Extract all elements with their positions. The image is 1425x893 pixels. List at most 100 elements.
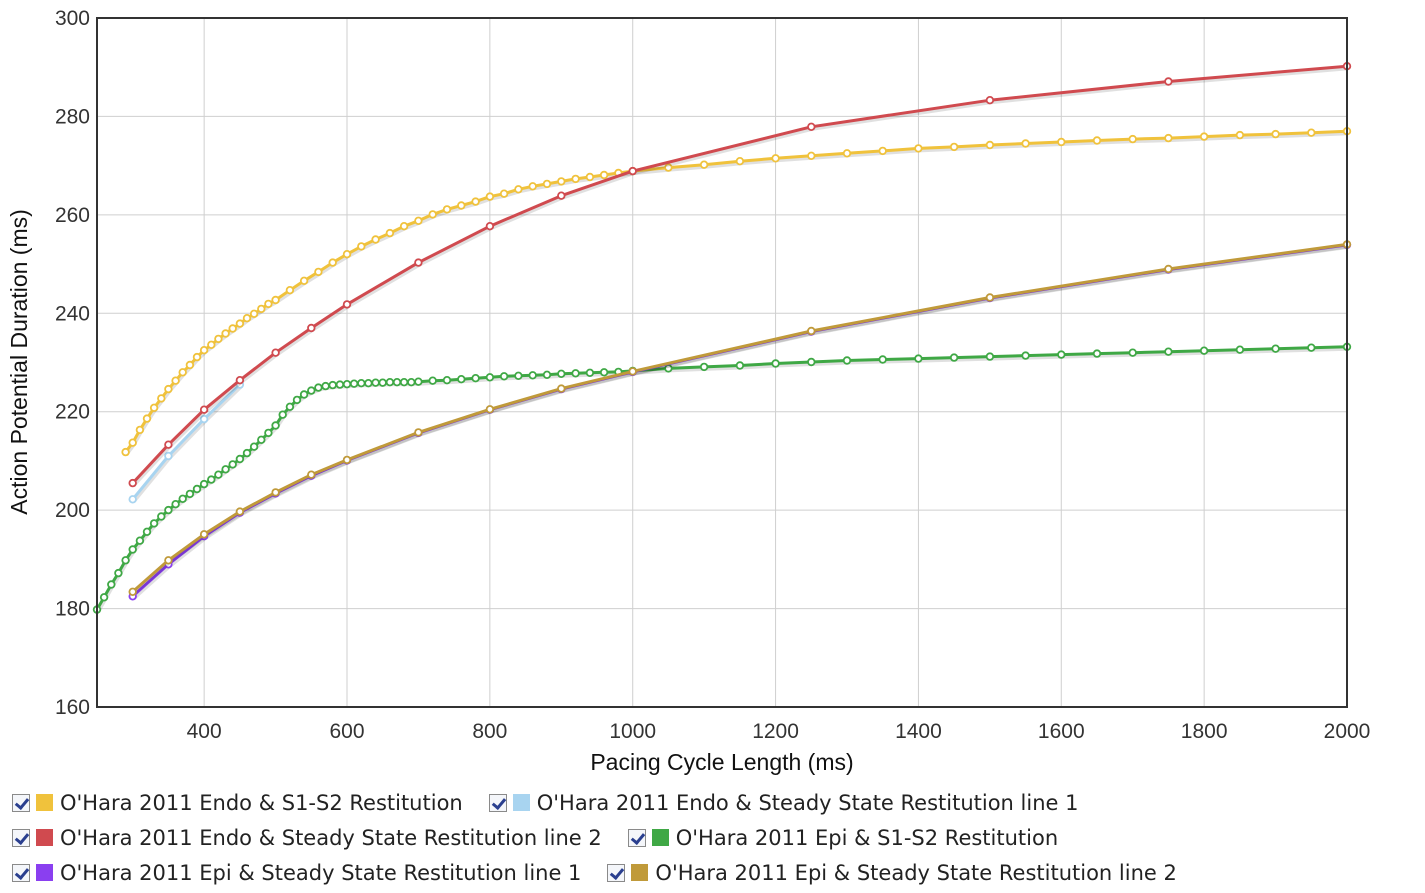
legend-item-epi-s1s2[interactable]: O'Hara 2011 Epi & S1-S2 Restitution: [627, 826, 1058, 850]
legend-swatch: [631, 864, 649, 881]
legend-label: O'Hara 2011 Epi & Steady State Restituti…: [60, 860, 582, 885]
series-2: [128, 380, 245, 504]
data-point: [1307, 128, 1316, 137]
data-point: [357, 242, 366, 251]
data-point: [807, 357, 816, 367]
data-point: [585, 172, 595, 182]
data-point: [221, 465, 230, 474]
data-point: [485, 405, 495, 414]
data-point: [299, 390, 309, 399]
data-point: [271, 421, 280, 430]
y-tick-label: 200: [55, 499, 90, 522]
data-point: [249, 309, 259, 318]
data-point: [428, 376, 437, 385]
data-point: [157, 512, 166, 521]
data-point: [171, 500, 180, 509]
data-point: [1164, 347, 1173, 356]
series-line: [131, 242, 1349, 594]
data-point: [699, 160, 709, 169]
data-point: [107, 580, 116, 589]
data-point: [257, 304, 266, 314]
data-point: [557, 191, 566, 200]
data-point: [342, 249, 352, 259]
checkbox[interactable]: [627, 828, 646, 847]
data-point: [542, 179, 552, 189]
data-point: [385, 378, 395, 387]
data-point: [542, 370, 552, 379]
series-shadow: [132, 244, 1349, 600]
checkbox[interactable]: [12, 863, 30, 882]
x-tick-label: 1400: [895, 720, 942, 743]
data-point: [499, 372, 509, 381]
data-point: [121, 447, 130, 457]
data-point: [199, 346, 209, 355]
data-point: [628, 367, 637, 376]
data-point: [307, 470, 316, 479]
y-tick-label: 280: [55, 105, 90, 128]
data-point: [192, 352, 202, 362]
data-point: [142, 414, 152, 423]
data-point: [599, 170, 609, 180]
plot-frame: [96, 17, 1348, 708]
data-point: [157, 394, 166, 403]
data-point: [135, 536, 145, 545]
data-point: [128, 545, 137, 554]
data-point: [414, 377, 423, 386]
data-point: [164, 556, 173, 565]
checkbox[interactable]: [607, 863, 626, 882]
legend-item-epi-ss-line1[interactable]: O'Hara 2011 Epi & Steady State Restituti…: [12, 861, 581, 885]
data-point: [392, 378, 402, 387]
data-point: [271, 295, 280, 305]
data-point: [442, 376, 452, 385]
x-tick-label: 400: [187, 720, 222, 743]
data-point: [771, 359, 780, 368]
data-point: [385, 228, 395, 238]
y-tick-label: 220: [55, 401, 90, 424]
data-point: [164, 451, 173, 461]
data-point: [914, 144, 923, 153]
data-point: [414, 258, 423, 267]
x-tick-label: 2000: [1324, 720, 1371, 743]
legend-swatch: [512, 794, 530, 811]
data-point: [399, 378, 409, 387]
data-point: [1128, 134, 1137, 144]
tick-labels: 400 600 800 1000 1200 1400 1600 1800 2000 160 180 2…: [55, 7, 1370, 743]
checkbox[interactable]: [12, 793, 30, 812]
data-point: [199, 414, 209, 424]
data-point: [514, 185, 523, 194]
data-point: [135, 425, 145, 435]
series-line: [131, 243, 1349, 598]
legend: O'Hara 2011 Endo & S1-S2 Restitution O'H…: [12, 785, 1412, 890]
legend-item-endo-ss-line2[interactable]: O'Hara 2011 Endo & Steady State Restitut…: [12, 826, 602, 850]
data-point: [457, 201, 466, 210]
series-shadow: [125, 131, 1349, 456]
legend-item-endo-s1s2[interactable]: O'Hara 2011 Endo & S1-S2 Restitution: [12, 791, 463, 815]
data-point: [185, 360, 195, 370]
data-point: [299, 276, 309, 285]
data-point: [949, 142, 959, 152]
data-point: [1271, 344, 1280, 353]
data-point: [407, 378, 416, 387]
data-point: [557, 177, 566, 186]
data-point: [357, 379, 366, 388]
data-point: [571, 174, 580, 184]
data-point: [285, 286, 295, 295]
checkbox[interactable]: [488, 793, 507, 812]
data-point: [485, 192, 495, 201]
data-point: [1307, 343, 1316, 352]
data-point: [228, 460, 237, 469]
x-tick-label: 800: [472, 720, 507, 743]
data-point: [528, 182, 537, 191]
data-point: [1199, 346, 1209, 355]
y-tick-label: 300: [55, 7, 90, 30]
y-tick-label: 160: [55, 696, 90, 719]
legend-item-epi-ss-line2[interactable]: O'Hara 2011 Epi & Steady State Restituti…: [607, 861, 1177, 885]
legend-item-endo-ss-line1[interactable]: O'Hara 2011 Endo & Steady State Restitut…: [488, 791, 1078, 815]
data-point: [235, 454, 245, 464]
checkbox[interactable]: [12, 828, 30, 847]
series-4: [92, 342, 1352, 614]
series-6: [128, 240, 1352, 596]
data-point: [278, 410, 287, 419]
data-point: [1235, 130, 1245, 140]
series-line: [95, 345, 1349, 612]
